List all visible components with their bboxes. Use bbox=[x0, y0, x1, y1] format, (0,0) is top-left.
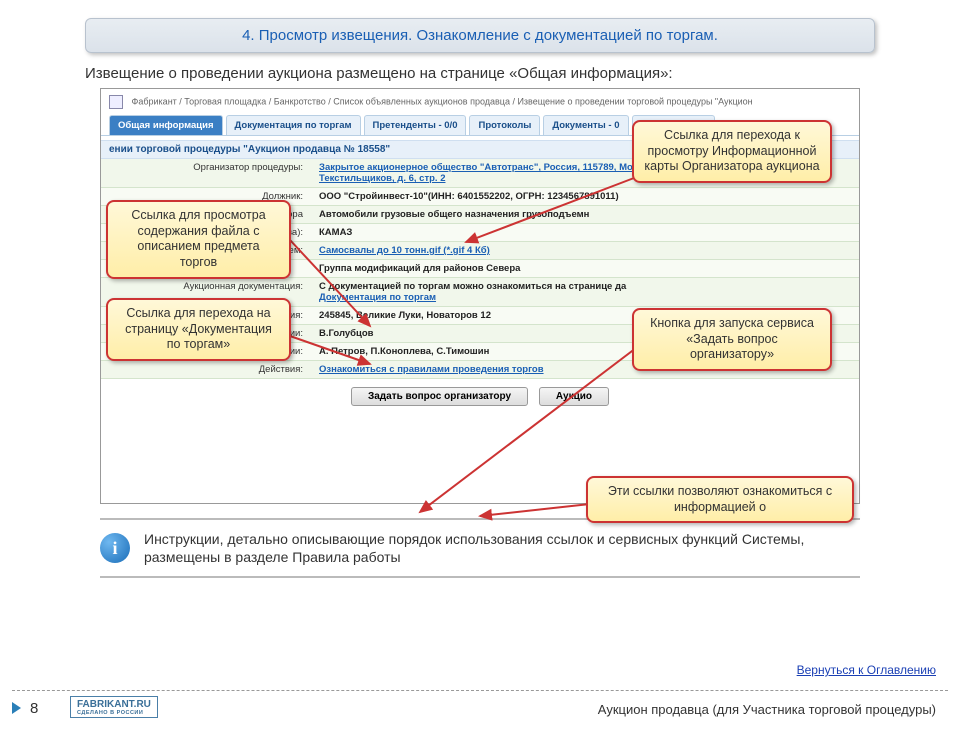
footer-text: Аукцион продавца (для Участника торговой… bbox=[598, 702, 936, 717]
fabrikant-logo: FABRIKANT.RU СДЕЛАНО В РОССИИ bbox=[70, 696, 158, 718]
divider bbox=[12, 690, 948, 691]
page-number: 8 bbox=[30, 700, 38, 717]
info-text: Инструкции, детально описывающие порядок… bbox=[144, 530, 860, 566]
tab-протоколы[interactable]: Протоколы bbox=[469, 115, 540, 135]
button-row: Задать вопрос организатору Аукцио bbox=[101, 379, 859, 414]
row-value: Автомобили грузовые общего назначения гр… bbox=[311, 206, 859, 223]
tab-общая-информация[interactable]: Общая информация bbox=[109, 115, 223, 135]
tab-документы-0[interactable]: Документы - 0 bbox=[543, 115, 628, 135]
back-to-toc-link[interactable]: Вернуться к Оглавлению bbox=[797, 663, 936, 677]
callout-org-card: Ссылка для перехода к просмотру Информац… bbox=[632, 120, 832, 183]
row-label: Действия: bbox=[101, 361, 311, 378]
tab-претенденты-0-0[interactable]: Претенденты - 0/0 bbox=[364, 115, 467, 135]
callout-file-link: Ссылка для просмотра содержания файла с … bbox=[106, 200, 291, 279]
info-icon: i bbox=[100, 533, 130, 563]
info-block: i Инструкции, детально описывающие поряд… bbox=[100, 518, 860, 578]
callout-ask-button: Кнопка для запуска сервиса «Задать вопро… bbox=[632, 308, 832, 371]
ask-organizer-button[interactable]: Задать вопрос организатору bbox=[351, 387, 528, 406]
row-value: ООО "Стройинвест-10"(ИНН: 6401552202, ОГ… bbox=[311, 188, 859, 205]
row-label: Организатор процедуры: bbox=[101, 159, 311, 187]
breadcrumb-text: Фабрикант / Торговая площадка / Банкротс… bbox=[132, 96, 753, 106]
row-value[interactable]: Самосвалы до 10 тонн.gif (*.gif 4 Кб) bbox=[311, 242, 859, 259]
row-value[interactable]: С документацией по торгам можно ознакоми… bbox=[311, 278, 859, 306]
play-icon bbox=[12, 702, 21, 714]
auction-button[interactable]: Аукцио bbox=[539, 387, 609, 406]
breadcrumb: Фабрикант / Торговая площадка / Банкротс… bbox=[101, 89, 859, 115]
row-value: КАМАЗ bbox=[311, 224, 859, 241]
row-value: Группа модификаций для районов Севера bbox=[311, 260, 859, 277]
intro-text: Извещение о проведении аукциона размещен… bbox=[85, 65, 875, 82]
tab-документация-по-торгам[interactable]: Документация по торгам bbox=[226, 115, 361, 135]
callout-doc-link: Ссылка для перехода на страницу «Докумен… bbox=[106, 298, 291, 361]
calendar-icon[interactable] bbox=[109, 95, 123, 109]
slide-title: 4. Просмотр извещения. Ознакомление с до… bbox=[85, 18, 875, 53]
callout-views: Эти ссылки позволяют ознакомиться с инфо… bbox=[586, 476, 854, 523]
